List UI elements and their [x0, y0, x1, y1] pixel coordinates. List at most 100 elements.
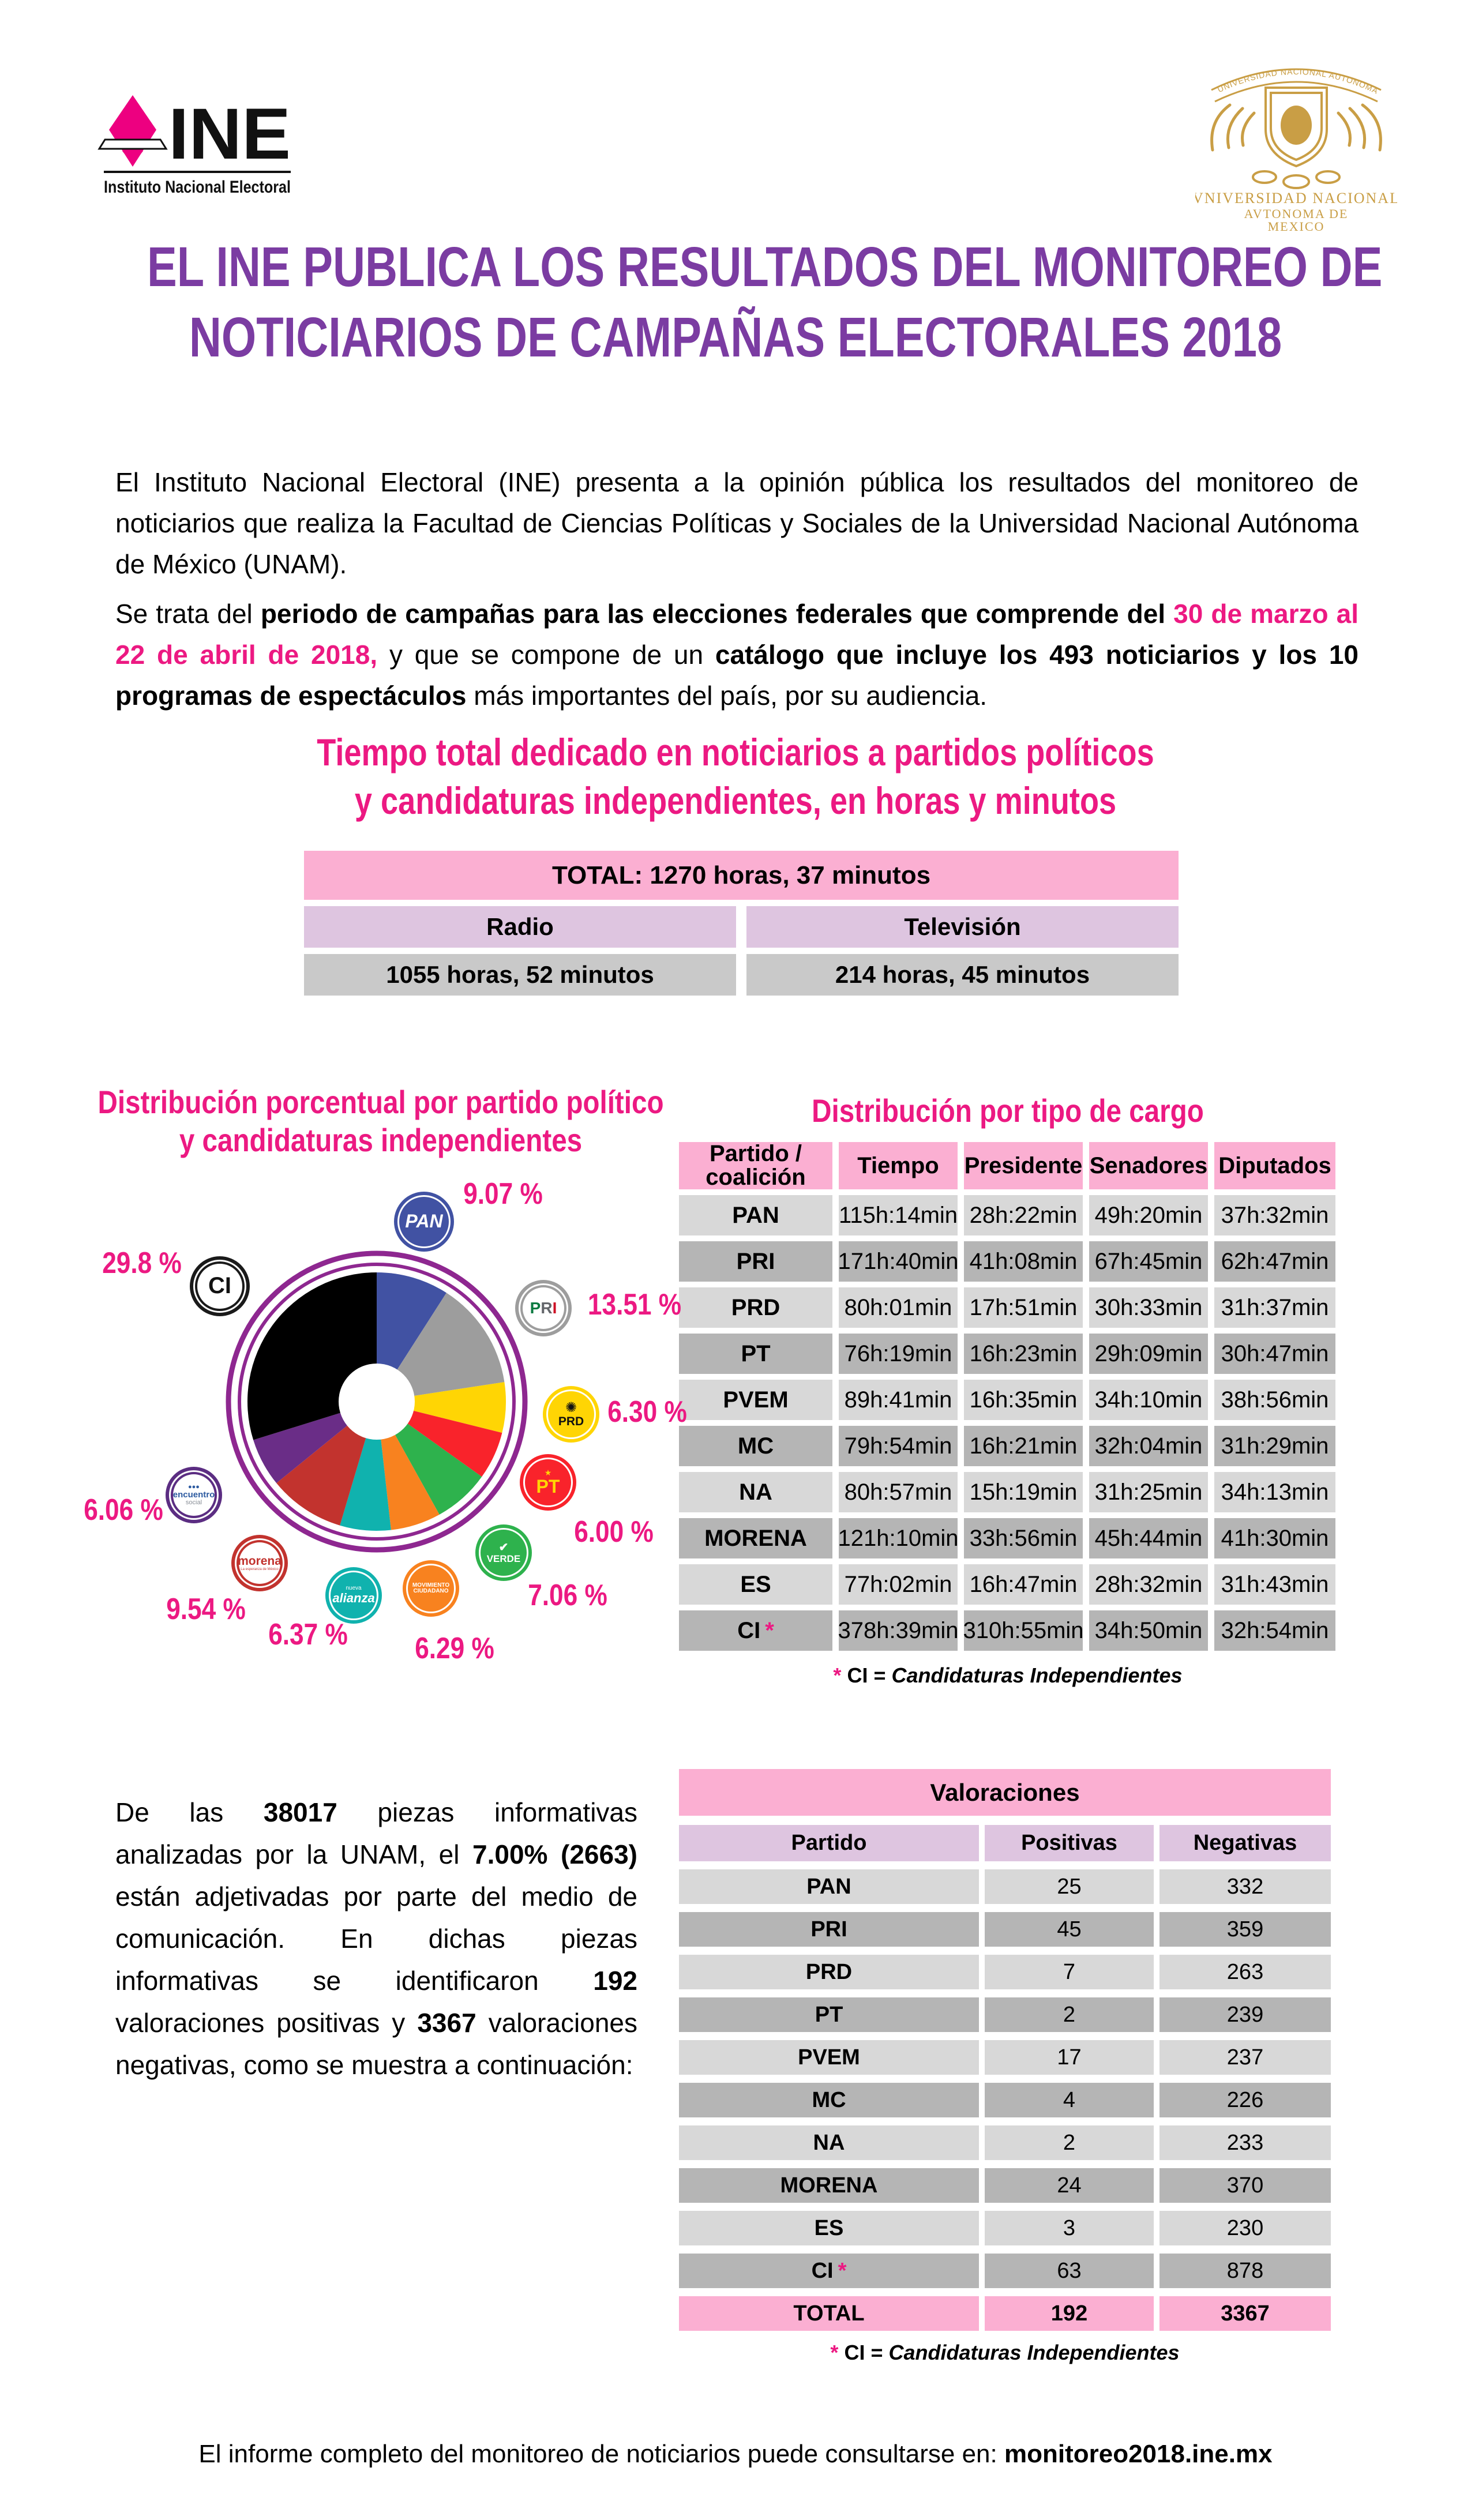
text-segment: periodo de campañas para las elecciones … [260, 599, 1174, 629]
cargo-header-cell: Senadores [1089, 1142, 1208, 1189]
valoraciones-party-cell: MC [679, 2083, 979, 2117]
party-PT-logo-icon: ★ PT [520, 1454, 576, 1511]
cargo-value-cell: 310h:55min [963, 1610, 1084, 1651]
footnote-asterisk: * [830, 2341, 839, 2364]
pie-slice-PVEM [377, 1402, 482, 1515]
cargo-table-title: Distribución por tipo de cargo [812, 1092, 1204, 1129]
valoraciones-value-cell: 45 [985, 1912, 1154, 1947]
cargo-value-cell: 41h:30min [1214, 1518, 1335, 1558]
time-total-heading: Tiempo total dedicado en noticiarios a p… [0, 728, 1471, 825]
cargo-value-cell: 80h:57min [839, 1472, 958, 1512]
cargo-value-cell: 31h:25min [1089, 1472, 1208, 1512]
valoraciones-value-cell: 370 [1159, 2168, 1331, 2203]
valoraciones-value-cell: 3 [985, 2211, 1154, 2245]
cargo-party-cell: MORENA [679, 1518, 832, 1558]
ine-wordmark: INE [168, 94, 291, 174]
time-total-heading-line-1: Tiempo total dedicado en noticiarios a p… [317, 731, 1154, 773]
text-segment: 3367 [417, 2008, 476, 2038]
unam-wordmark-line3: MEXICO [1268, 219, 1325, 233]
cargo-header-cell: Partido / coalición [679, 1142, 832, 1189]
valoraciones-value-cell: 263 [1159, 1955, 1331, 1989]
cargo-value-cell: 29h:09min [1089, 1334, 1208, 1374]
cargo-value-cell: 115h:14min [839, 1195, 958, 1235]
text-segment: Se trata del [115, 599, 261, 629]
valoraciones-header-cell: Positivas [985, 1825, 1154, 1861]
pie-value-label-PRD: 6.30 % [607, 1395, 687, 1429]
cargo-party-cell: MC [679, 1426, 832, 1466]
pie-slice-MORENA [276, 1402, 377, 1526]
valoraciones-value-cell: 7 [985, 1955, 1154, 1989]
cargo-value-cell: 41h:08min [964, 1241, 1083, 1282]
cargo-value-cell: 45h:44min [1089, 1518, 1208, 1558]
cargo-value-cell: 49h:20min [1089, 1195, 1208, 1235]
text-segment: 38017 [263, 1797, 337, 1827]
text-segment: piezas informativas analizadas por la UN… [115, 1797, 637, 1869]
party-PAN-logo-icon: PAN [394, 1192, 454, 1252]
cargo-table-footnote: * CI = Candidaturas Independientes [833, 1663, 1183, 1687]
party-NA-logo-icon: nueva alianza [325, 1567, 382, 1624]
cargo-value-cell: 79h:54min [839, 1426, 958, 1466]
valoraciones-value-cell: 230 [1159, 2211, 1331, 2245]
valoraciones-table: Partido Positivas Negativas PAN 25 332 PRI 45 35… [679, 1825, 1331, 2331]
cargo-party-cell: PAN [679, 1195, 832, 1235]
cargo-value-cell: 37h:32min [1214, 1195, 1335, 1235]
campaign-paragraph: Se trata del periodo de campañas para la… [115, 594, 1359, 716]
valoraciones-party-cell: PRD [679, 1955, 979, 1989]
cargo-party-cell: PRI [679, 1241, 832, 1282]
cargo-value-cell: 16h:35min [964, 1380, 1083, 1420]
analysis-paragraph: De las 38017 piezas informativas analiza… [115, 1792, 637, 2086]
cargo-value-cell: 28h:32min [1089, 1564, 1208, 1605]
cargo-value-cell: 32h:04min [1089, 1426, 1208, 1466]
television-value-cell: 214 horas, 45 minutos [746, 954, 1179, 996]
cargo-value-cell: 34h:13min [1214, 1472, 1335, 1512]
cargo-value-cell: 34h:10min [1089, 1380, 1208, 1420]
cargo-header-cell: Diputados [1214, 1142, 1335, 1189]
valoraciones-total-cell: 3367 [1159, 2296, 1331, 2331]
unam-wings-icon [1210, 103, 1382, 152]
text-segment: 192 [593, 1966, 637, 1996]
valoraciones-header-cell: Partido [679, 1825, 979, 1861]
donut-hole [339, 1364, 415, 1440]
cargo-value-cell: 171h:40min [838, 1241, 959, 1282]
valoraciones-party-cell: PRI [679, 1912, 979, 1947]
cargo-value-cell: 31h:37min [1214, 1287, 1335, 1328]
valoraciones-party-cell: PT [679, 1997, 979, 2032]
cargo-value-cell: 16h:21min [964, 1426, 1083, 1466]
page-title-line-2: NOTICIARIOS DE CAMPAÑAS ELECTORALES 2018 [189, 306, 1282, 369]
cargo-value-cell: 15h:19min [964, 1472, 1083, 1512]
unam-wordmark-line2: AVTONOMA DE [1244, 206, 1349, 221]
party-MORENA-logo-icon: morena La esperanza de México [231, 1535, 288, 1591]
cargo-value-cell: 30h:47min [1214, 1334, 1335, 1374]
text-segment: más importantes del país, por su audienc… [466, 681, 988, 711]
valoraciones-value-cell: 233 [1159, 2125, 1331, 2160]
cargo-value-cell: 38h:56min [1214, 1380, 1335, 1420]
intro-paragraph: El Instituto Nacional Electoral (INE) pr… [115, 462, 1359, 585]
valoraciones-value-cell: 237 [1159, 2040, 1331, 2075]
television-header-cell: Televisión [746, 906, 1179, 948]
valoraciones-value-cell: 226 [1159, 2083, 1331, 2117]
page-title-line-1: EL INE PUBLICA LOS RESULTADOS DEL MONITO… [147, 235, 1383, 298]
cargo-value-cell: 30h:33min [1089, 1287, 1208, 1328]
cargo-value-cell: 67h:45min [1089, 1241, 1208, 1282]
pie-value-label-MC: 6.29 % [415, 1632, 494, 1665]
pie-chart-title-line-2: y candidaturas independientes [179, 1122, 583, 1158]
valoraciones-total-cell: TOTAL [679, 2296, 979, 2331]
cargo-value-cell: 16h:23min [964, 1334, 1083, 1374]
cargo-value-cell: 32h:54min [1214, 1610, 1335, 1651]
party-PRD-logo-icon: ✺ PRD [543, 1386, 599, 1443]
valoraciones-value-cell: 359 [1159, 1912, 1331, 1947]
pie-value-label-CI: 29.8 % [102, 1246, 182, 1280]
valoraciones-party-cell: CI * [679, 2254, 979, 2288]
valoraciones-header-cell: Negativas [1159, 1825, 1331, 1861]
time-total-heading-line-2: y candidaturas independientes, en horas … [354, 779, 1117, 822]
valoraciones-value-cell: 2 [985, 1997, 1154, 2032]
cargo-value-cell: 378h:39min [838, 1610, 959, 1651]
text-segment: valoraciones negativas, como se muestra … [115, 2008, 637, 2080]
cargo-value-cell: 62h:47min [1214, 1241, 1335, 1282]
cargo-value-cell: 17h:51min [964, 1287, 1083, 1328]
ci-asterisk: * [765, 1617, 774, 1643]
pie-value-label-MORENA: 9.54 % [166, 1593, 246, 1626]
ine-subtitle: Instituto Nacional Electoral [104, 178, 291, 197]
text-segment: El Instituto Nacional Electoral (INE) pr… [115, 467, 1359, 579]
cargo-value-cell: 76h:19min [839, 1334, 958, 1374]
